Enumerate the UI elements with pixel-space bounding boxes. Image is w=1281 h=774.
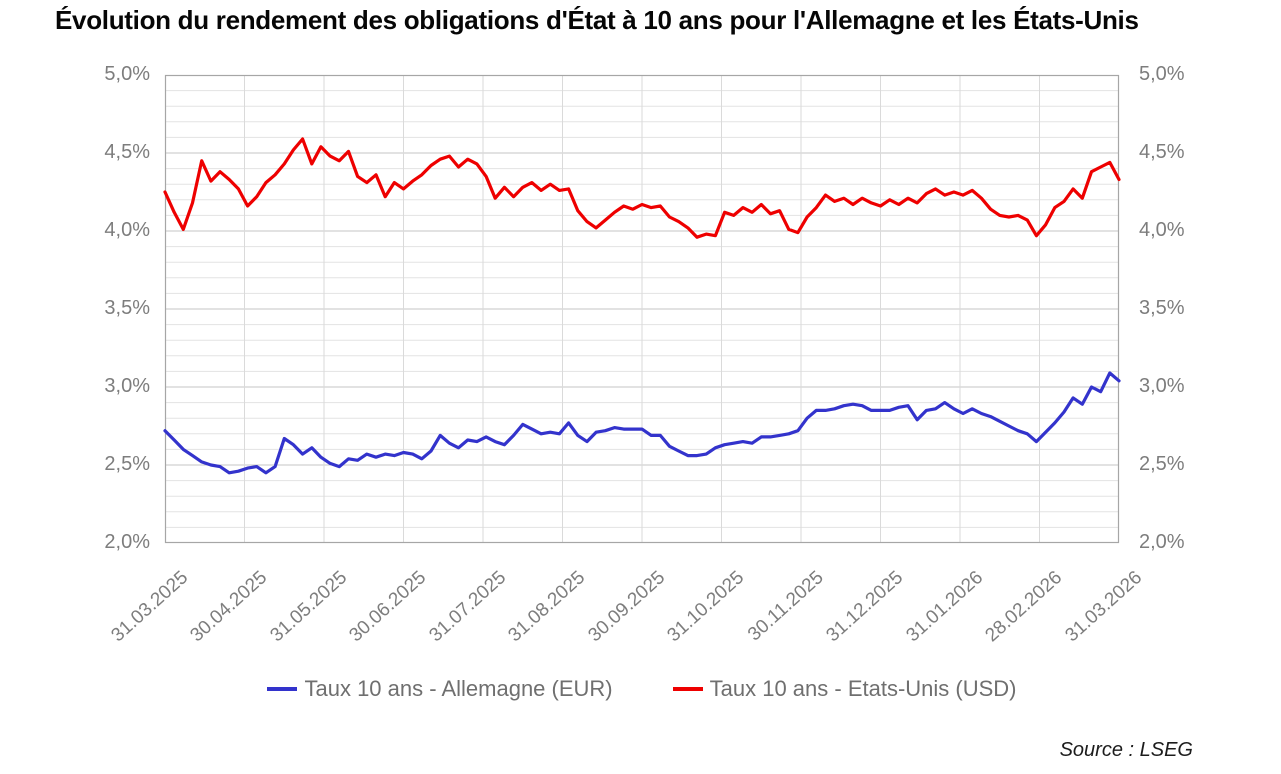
x-axis-label: 31.12.2025: [822, 567, 908, 647]
x-axis-label: 31.08.2025: [504, 567, 590, 647]
plot-area: [163, 74, 1121, 544]
x-axis-label: 30.09.2025: [584, 567, 670, 647]
y-axis-label-left: 3,0%: [104, 375, 150, 397]
legend-label-us: Taux 10 ans - Etats-Unis (USD): [709, 676, 1017, 701]
source-note: Source : LSEG: [1059, 739, 1193, 761]
x-axis-label: 31.05.2025: [266, 567, 352, 647]
y-axis-label-left: 3,5%: [104, 297, 150, 319]
x-axis-label: 31.10.2025: [663, 567, 749, 647]
x-axis-label: 31.03.2025: [107, 567, 193, 647]
legend-marker-germany: [267, 687, 298, 691]
legend-label-germany: Taux 10 ans - Allemagne (EUR): [304, 676, 613, 701]
chart-title: Évolution du rendement des obligations d…: [55, 5, 1139, 35]
x-axis-label: 28.02.2026: [981, 567, 1067, 647]
legend-item-us: Taux 10 ans - Etats-Unis (USD): [672, 676, 1017, 702]
y-axis-label-right: 3,5%: [1139, 297, 1185, 319]
plot-border: [164, 74, 1120, 544]
y-axis-label-right: 2,5%: [1139, 453, 1185, 475]
x-axis-label: 31.03.2026: [1061, 567, 1147, 647]
legend-item-germany: Taux 10 ans - Allemagne (EUR): [267, 676, 613, 702]
x-axis-label: 30.04.2025: [186, 567, 272, 647]
y-axis-label-left: 2,5%: [104, 453, 150, 475]
legend: Taux 10 ans - Allemagne (EUR) Taux 10 an…: [165, 676, 1119, 702]
x-axis-label: 30.11.2025: [744, 567, 829, 646]
series-line-us: [163, 137, 1121, 239]
y-axis-label-right: 4,5%: [1139, 141, 1185, 163]
y-axis-label-left: 4,5%: [104, 141, 150, 163]
legend-marker-us: [672, 687, 703, 691]
y-axis-label-left: 5,0%: [104, 63, 150, 85]
x-axis-label: 30.06.2025: [345, 567, 431, 647]
y-axis-label-left: 4,0%: [104, 219, 150, 241]
series-line-germany: [163, 371, 1121, 475]
y-axis-label-right: 3,0%: [1139, 375, 1185, 397]
x-axis-label: 31.07.2025: [425, 567, 511, 647]
y-axis-label-left: 2,0%: [104, 531, 150, 553]
chart-canvas: [163, 74, 1121, 544]
y-axis-label-right: 2,0%: [1139, 531, 1185, 553]
x-axis-label: 31.01.2026: [902, 567, 988, 647]
y-axis-label-right: 4,0%: [1139, 219, 1185, 241]
y-axis-label-right: 5,0%: [1139, 63, 1185, 85]
